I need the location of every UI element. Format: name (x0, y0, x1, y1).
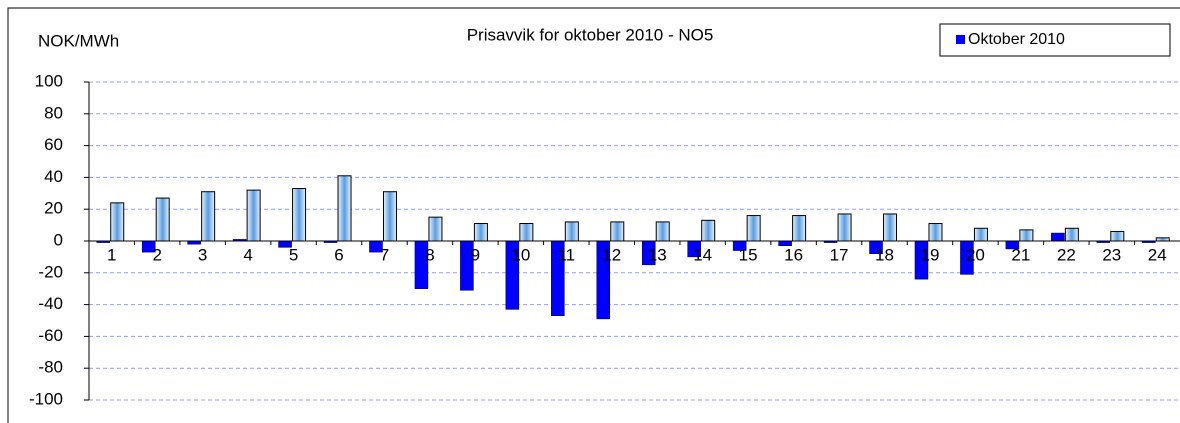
bar (746, 215, 761, 242)
y-tick-label: -80 (38, 358, 63, 377)
x-tick-label: 7 (380, 245, 389, 264)
x-tick-label: 4 (243, 245, 252, 264)
bar (610, 221, 625, 242)
y-axis-label: NOK/MWh (38, 31, 119, 50)
x-tick-label: 6 (334, 245, 343, 264)
bar (792, 215, 807, 242)
y-tick-label: 60 (44, 135, 63, 154)
bar (155, 197, 170, 242)
bar (655, 221, 670, 242)
x-tick-label: 9 (471, 245, 480, 264)
chart-title: Prisavvik for oktober 2010 - NO5 (467, 25, 714, 44)
x-tick-label: 17 (830, 245, 849, 264)
x-tick-label: 24 (1148, 245, 1167, 264)
x-tick-label: 2 (152, 245, 161, 264)
x-tick-label: 21 (1011, 245, 1030, 264)
x-tick-label: 3 (198, 245, 207, 264)
x-tick-label: 14 (693, 245, 712, 264)
x-tick-label: 13 (648, 245, 667, 264)
x-tick-label: 11 (557, 245, 575, 264)
bar (564, 221, 579, 242)
y-tick-label: 0 (54, 230, 63, 249)
x-tick-label: 15 (739, 245, 758, 264)
bar (201, 191, 216, 242)
x-tick-label: 5 (289, 245, 298, 264)
bar (428, 216, 443, 242)
x-tick-label: 8 (425, 245, 434, 264)
bar (337, 175, 352, 242)
y-tick-label: -20 (38, 262, 63, 281)
x-tick-label: 10 (511, 245, 530, 264)
x-tick-label: 23 (1102, 245, 1121, 264)
x-tick-label: 22 (1057, 245, 1076, 264)
bar (1051, 232, 1065, 242)
y-tick-label: -40 (38, 294, 63, 313)
y-tick-label: 80 (44, 103, 63, 122)
x-tick-label: 16 (784, 245, 803, 264)
bar (701, 219, 716, 242)
x-tick-label: 12 (602, 245, 621, 264)
bar (837, 213, 852, 242)
legend-box (939, 23, 1171, 57)
bar (883, 213, 898, 242)
bar (928, 223, 943, 242)
x-tick-label: 1 (107, 245, 116, 264)
x-tick-label: 20 (966, 245, 985, 264)
bar (246, 189, 261, 242)
frame (7, 7, 1180, 423)
y-tick-label: -60 (38, 326, 63, 345)
x-tick-label: 18 (875, 245, 894, 264)
bar (292, 188, 307, 242)
y-tick-label: 20 (44, 199, 63, 218)
bar (110, 202, 125, 242)
y-tick-label: 40 (44, 167, 63, 186)
bar (1064, 227, 1079, 242)
bar (1019, 229, 1034, 242)
y-tick-label: 100 (35, 71, 63, 90)
bar (973, 227, 988, 242)
bar (519, 223, 534, 242)
bar (473, 223, 488, 242)
bar (1110, 230, 1125, 242)
x-tick-label: 19 (921, 245, 940, 264)
y-tick-label: -100 (29, 389, 63, 408)
legend-label: Oktober 2010 (968, 31, 1065, 48)
bar (382, 191, 397, 242)
legend-marker (956, 35, 965, 44)
